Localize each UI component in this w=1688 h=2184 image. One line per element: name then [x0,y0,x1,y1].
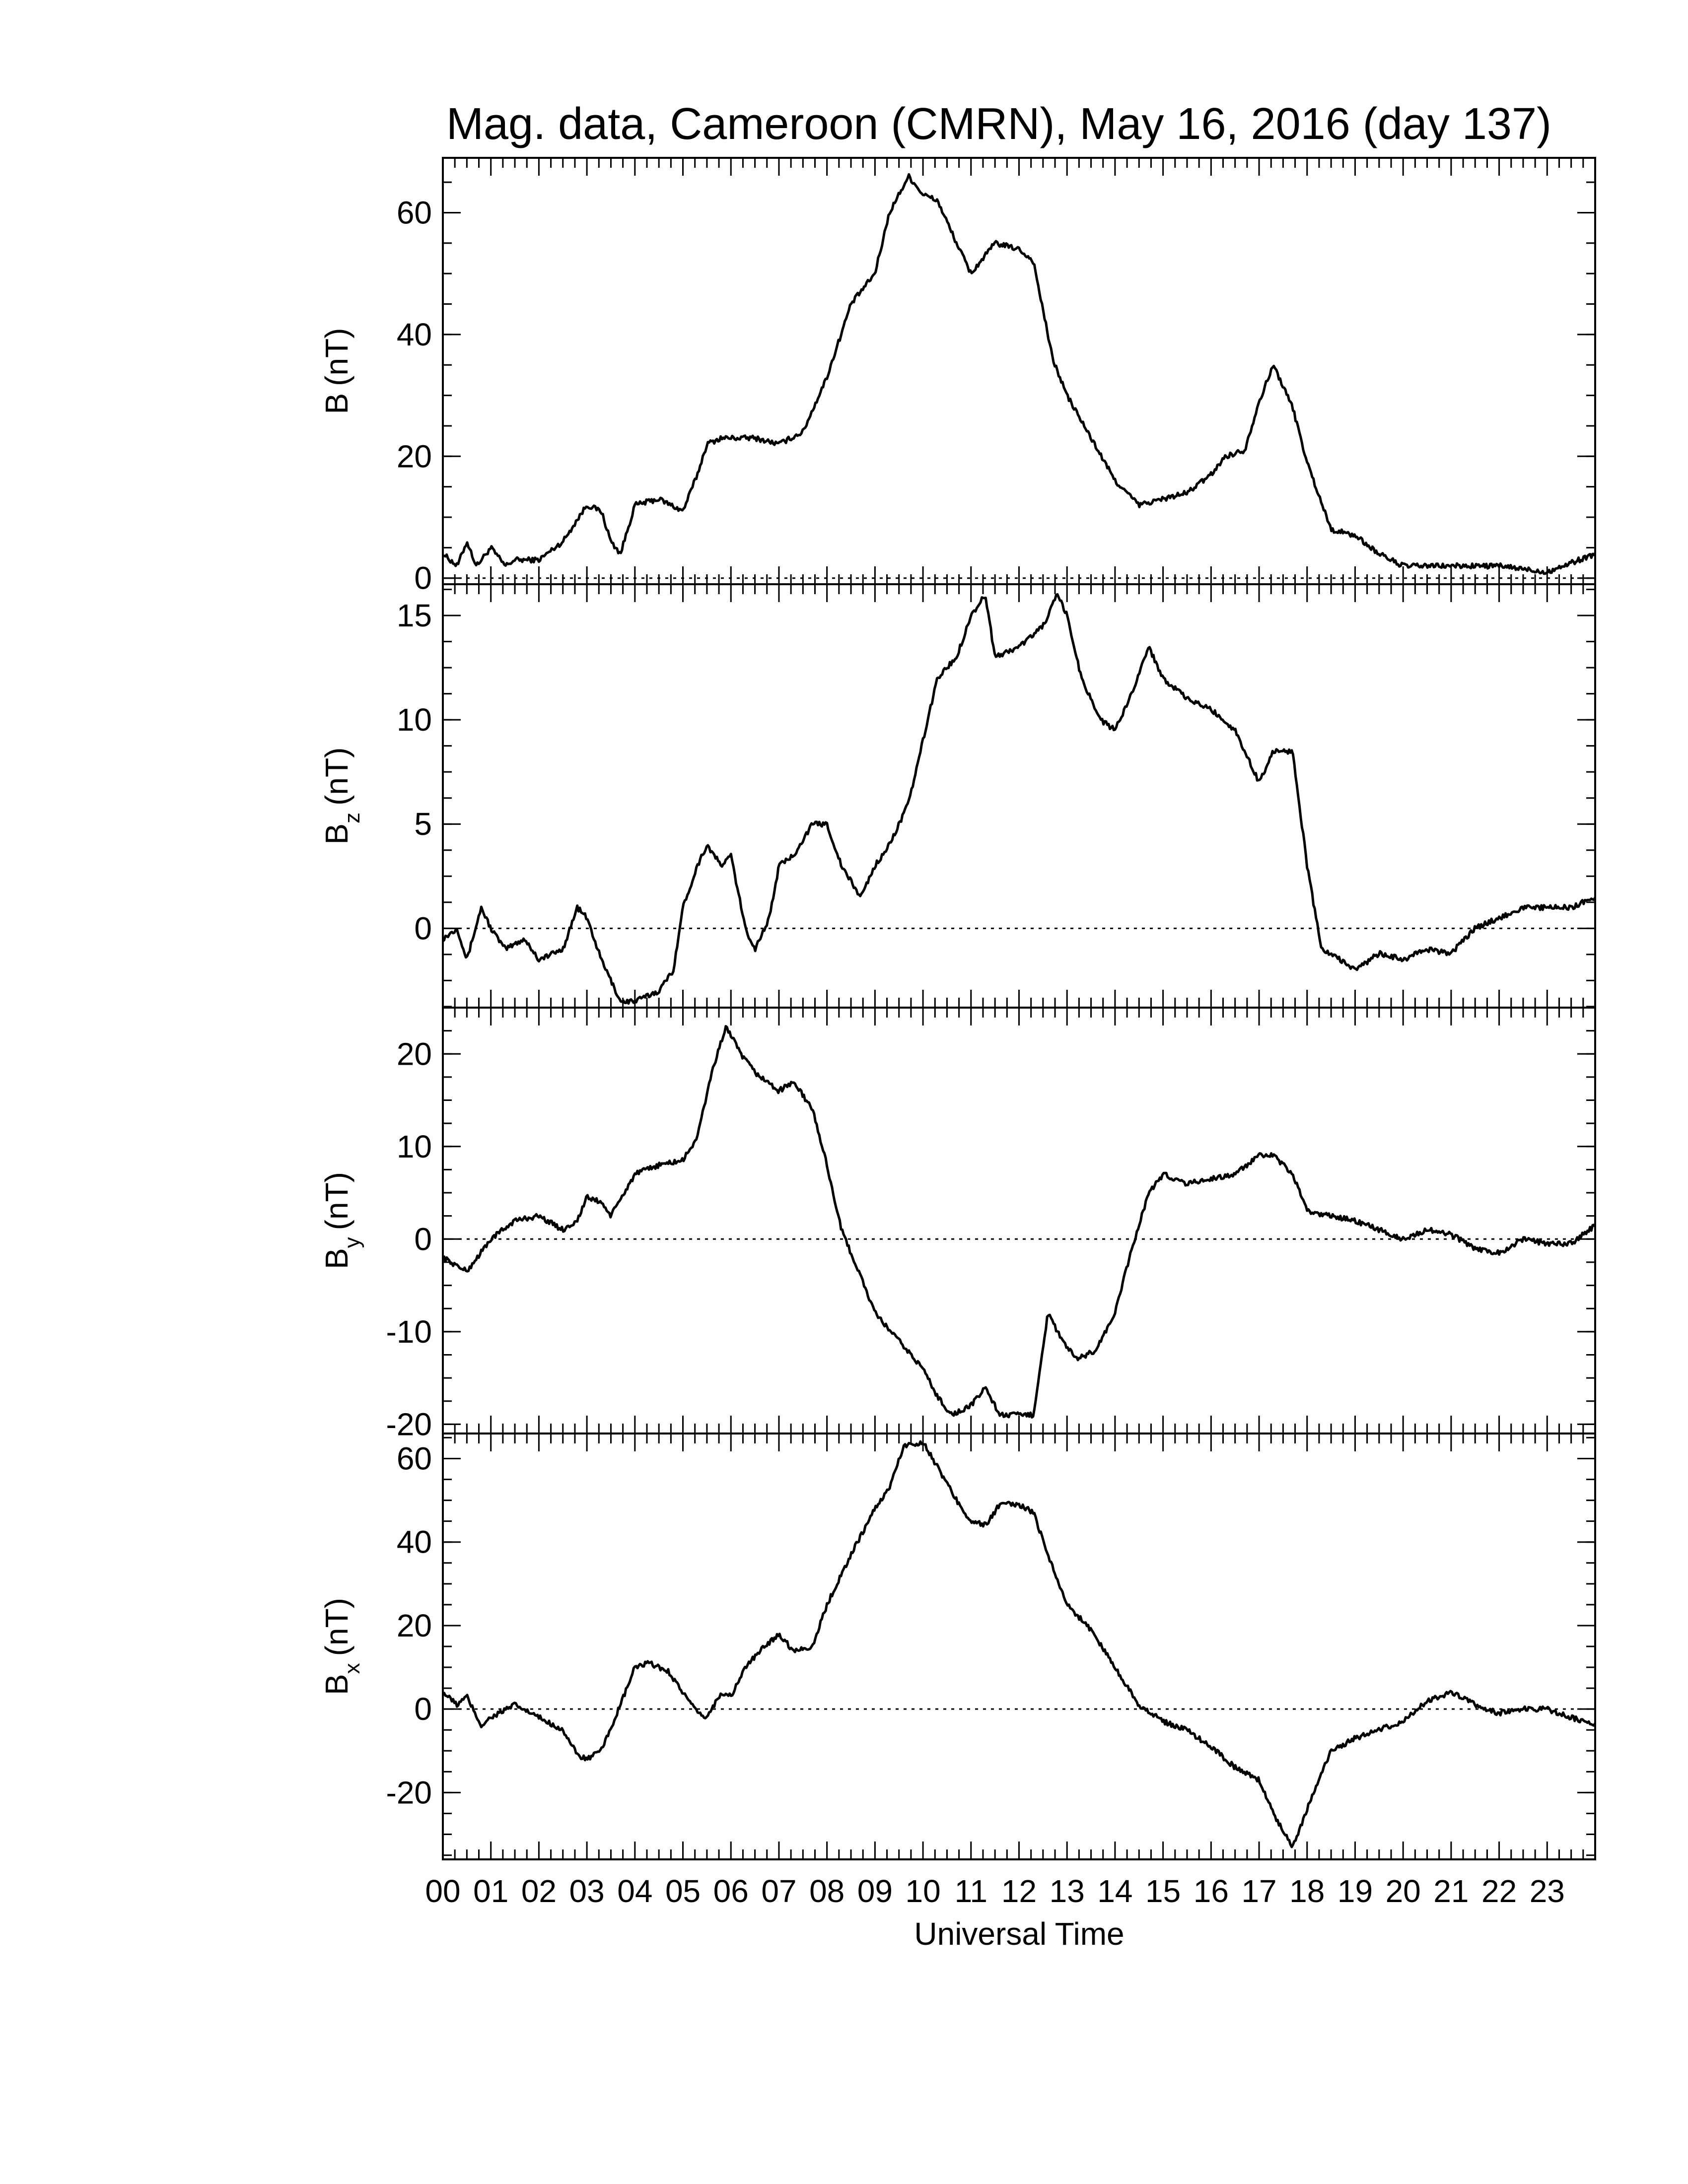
x-tick-label: 02 [521,1873,557,1909]
x-tick-label: 19 [1337,1873,1373,1909]
x-tick-label: 07 [761,1873,796,1909]
x-tick-label: 08 [809,1873,844,1909]
y-tick-label: 0 [414,910,432,946]
x-tick-label: 14 [1097,1873,1132,1909]
y-tick-label: 0 [414,560,432,596]
panels: 0 20 40 60 B (nT) 0 5 10 15 Bz (nT) -20 -10 0 10 20 By (nT… [319,157,1596,1860]
panel-Bx: -20 0 20 40 60 Bx (nT) [319,1433,1596,1860]
x-tick-label: 18 [1289,1873,1325,1909]
y-tick-label: -20 [386,1774,432,1810]
y-tick-label: 5 [414,806,432,842]
y-tick-label: 0 [414,1221,432,1257]
y-axis-label-Bz: Bz (nT) [319,748,364,845]
y-tick-label: 0 [414,1691,432,1727]
y-axis-label-main: B [319,823,354,845]
x-tick-label: 16 [1194,1873,1229,1909]
y-axis-label-unit: (nT) [319,1598,354,1656]
y-axis-label-unit: (nT) [319,1172,354,1230]
y-axis-label-Bx: Bx (nT) [319,1598,364,1695]
y-tick-label: 20 [397,1036,432,1072]
x-tick-label: 13 [1050,1873,1085,1909]
y-tick-label: 10 [397,1129,432,1164]
y-axis-label-main: B [319,1674,354,1695]
panel-frame [442,1007,1596,1434]
series-line-Bz [443,593,1595,1005]
y-axis-label-B: B (nT) [319,328,354,414]
x-tick-label: 20 [1386,1873,1421,1909]
y-axis-label-unit: (nT) [319,328,354,386]
x-tick-label: 10 [905,1873,940,1909]
y-axis-label-main: B [319,1248,354,1269]
series-line-B [443,173,1595,575]
chart-title: Mag. data, Cameroon (CMRN), May 16, 2016… [446,99,1551,149]
y-tick-label: 15 [397,598,432,633]
y-axis-label-unit: (nT) [319,748,354,806]
x-tick-label: 22 [1481,1873,1517,1909]
x-axis-tick-labels: 00 01 02 03 04 05 06 07 08 09 10 11 12 13 14 15 16 17 18 19… [425,1873,1564,1909]
y-tick-label: -20 [386,1406,432,1442]
panel-frame [442,157,1596,585]
y-axis-label-subscript: y [340,1237,364,1248]
y-tick-label: 60 [397,1440,432,1476]
y-axis-label-main: B [319,393,354,414]
series-line-By [443,1025,1595,1419]
x-tick-label: 00 [425,1873,460,1909]
y-axis-label-subscript: x [340,1663,364,1674]
x-tick-label: 09 [857,1873,893,1909]
y-tick-label: 20 [397,1608,432,1643]
x-axis-label: Universal Time [914,1916,1124,1952]
series-line-Bx [443,1440,1595,1848]
y-tick-label: 60 [397,195,432,230]
panel-By: -20 -10 0 10 20 By (nT) [319,1007,1596,1442]
x-tick-label: 21 [1433,1873,1469,1909]
x-tick-label: 12 [1001,1873,1037,1909]
y-tick-label: -10 [386,1314,432,1350]
x-tick-label: 11 [955,1873,987,1909]
panel-Bz: 0 5 10 15 Bz (nT) [319,583,1596,1009]
x-tick-label: 06 [713,1873,749,1909]
x-tick-label: 03 [569,1873,605,1909]
x-tick-label: 23 [1530,1873,1565,1909]
y-tick-label: 40 [397,1524,432,1560]
x-tick-label: 04 [617,1873,652,1909]
panel-B: 0 20 40 60 B (nT) [319,157,1596,596]
x-tick-label: 05 [665,1873,701,1909]
x-tick-label: 17 [1241,1873,1276,1909]
y-axis-label-By: By (nT) [319,1172,364,1269]
panel-frame [442,1433,1596,1860]
y-tick-label: 20 [397,438,432,474]
y-tick-label: 10 [397,702,432,738]
x-tick-label: 15 [1145,1873,1181,1909]
y-tick-label: 40 [397,317,432,352]
y-axis-label-subscript: z [340,813,364,823]
x-tick-label: 01 [473,1873,508,1909]
